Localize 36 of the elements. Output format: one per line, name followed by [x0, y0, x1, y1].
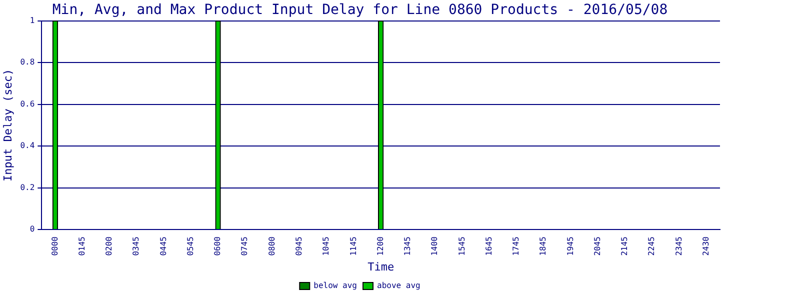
x-tick-label: 0545 — [186, 236, 195, 256]
x-tick-label: 0345 — [132, 236, 141, 256]
y-tick-label: 0.2 — [20, 182, 35, 192]
x-tick-label: 1845 — [538, 236, 548, 256]
x-tick-label: 0745 — [240, 236, 250, 256]
x-tick-label: 1645 — [484, 236, 494, 256]
x-tick-label: 1045 — [322, 236, 331, 256]
y-tick-label: 1 — [30, 16, 35, 25]
x-tick-label: 1200 — [376, 236, 385, 256]
x-tick-label: 0600 — [213, 236, 222, 256]
y-tick-label: 0.4 — [20, 141, 35, 150]
x-tick-label: 1545 — [457, 236, 466, 256]
x-tick-label: 2145 — [620, 236, 630, 256]
x-tick-label: 1145 — [348, 236, 358, 256]
x-tick-label: 0145 — [77, 236, 86, 256]
x-tick-label: 0200 — [104, 236, 114, 256]
x-tick-label: 2045 — [592, 236, 602, 256]
x-tick-label: 0000 — [50, 236, 60, 256]
x-tick-label: 2430 — [702, 236, 711, 256]
x-tick-label: 0445 — [158, 236, 168, 256]
legend-label: below avg — [314, 281, 358, 290]
legend-label: above avg — [377, 281, 421, 290]
x-tick-label: 0800 — [267, 236, 276, 256]
x-tick-label: 1945 — [566, 236, 575, 256]
x-tick-label: 1345 — [403, 236, 412, 256]
x-axis-title: Time — [368, 260, 394, 274]
y-axis-title: Input Delay (sec) — [1, 68, 14, 182]
x-tick-label: 2345 — [674, 236, 684, 256]
x-tick-label: 0945 — [294, 236, 304, 256]
y-tick-label: 0.8 — [20, 58, 35, 67]
x-tick-label: 1745 — [512, 236, 521, 256]
y-tick-label: 0.6 — [20, 99, 35, 108]
chart-title: Min, Avg, and Max Product Input Delay for Line 0860 Products - 2016/05/08 — [52, 2, 668, 18]
x-tick-label: 1400 — [430, 236, 440, 256]
y-tick-label: 0 — [30, 224, 35, 234]
x-tick-label: 2245 — [647, 236, 656, 256]
